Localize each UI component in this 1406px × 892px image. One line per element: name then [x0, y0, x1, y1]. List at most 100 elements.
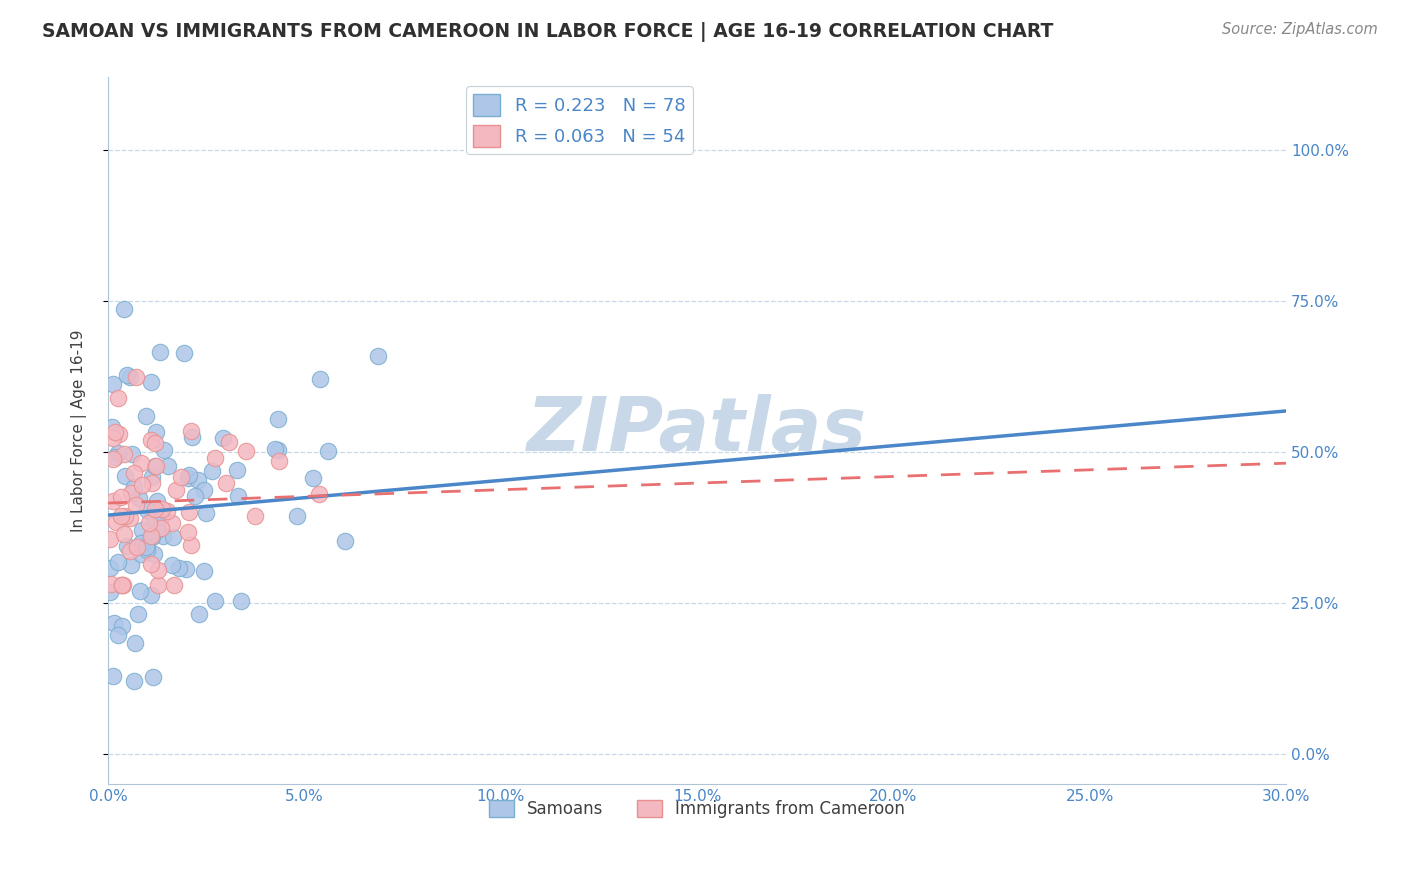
Point — [149, 521, 172, 535]
Point — [145, 425, 167, 440]
Point — [100, 577, 122, 591]
Point — [121, 447, 143, 461]
Point — [122, 467, 145, 481]
Point — [129, 583, 152, 598]
Point — [98, 532, 121, 546]
Point — [264, 442, 287, 456]
Point — [160, 558, 183, 573]
Point — [122, 480, 145, 494]
Point — [138, 516, 160, 530]
Point — [167, 560, 190, 574]
Point — [129, 536, 152, 550]
Point — [103, 377, 125, 392]
Point — [149, 510, 172, 524]
Point — [135, 540, 157, 554]
Point — [103, 452, 125, 467]
Point — [143, 458, 166, 473]
Point — [267, 412, 290, 426]
Point — [120, 511, 142, 525]
Point — [285, 509, 308, 524]
Point — [316, 444, 339, 458]
Point — [104, 515, 127, 529]
Point — [122, 674, 145, 689]
Point — [162, 529, 184, 543]
Point — [120, 558, 142, 572]
Point — [104, 450, 127, 464]
Point — [131, 523, 153, 537]
Point — [163, 577, 186, 591]
Point — [204, 451, 226, 466]
Point — [112, 527, 135, 541]
Point — [165, 483, 187, 497]
Point — [139, 558, 162, 572]
Point — [174, 562, 197, 576]
Point — [110, 509, 132, 524]
Point — [141, 470, 163, 484]
Point — [103, 615, 125, 630]
Point — [169, 469, 191, 483]
Point — [107, 446, 129, 460]
Point — [141, 476, 163, 491]
Point — [226, 489, 249, 503]
Point — [139, 434, 162, 448]
Point — [124, 636, 146, 650]
Point — [146, 494, 169, 508]
Point — [110, 490, 132, 504]
Point — [111, 618, 134, 632]
Point — [193, 564, 215, 578]
Point — [218, 435, 240, 450]
Point — [139, 375, 162, 389]
Point — [157, 458, 180, 473]
Point — [149, 505, 172, 519]
Text: ZIPatlas: ZIPatlas — [527, 394, 868, 467]
Point — [200, 463, 222, 477]
Point — [177, 471, 200, 485]
Point — [179, 468, 201, 483]
Point — [308, 486, 330, 500]
Point — [107, 555, 129, 569]
Point — [108, 427, 131, 442]
Point — [142, 670, 165, 684]
Point — [180, 424, 202, 438]
Point — [152, 529, 174, 543]
Point — [367, 349, 389, 363]
Point — [107, 391, 129, 405]
Point — [177, 524, 200, 539]
Point — [235, 443, 257, 458]
Point — [101, 668, 124, 682]
Point — [120, 486, 142, 500]
Point — [103, 430, 125, 444]
Point — [112, 577, 135, 591]
Point — [173, 346, 195, 360]
Point — [136, 543, 159, 558]
Point — [231, 594, 253, 608]
Point — [146, 577, 169, 591]
Point — [152, 501, 174, 516]
Point — [142, 547, 165, 561]
Point — [125, 370, 148, 384]
Point — [112, 446, 135, 460]
Point — [129, 457, 152, 471]
Point — [131, 477, 153, 491]
Point — [204, 593, 226, 607]
Point — [141, 530, 163, 544]
Point — [177, 505, 200, 519]
Point — [184, 489, 207, 503]
Point — [120, 370, 142, 384]
Point — [101, 494, 124, 508]
Point — [118, 544, 141, 558]
Text: Source: ZipAtlas.com: Source: ZipAtlas.com — [1222, 22, 1378, 37]
Point — [142, 509, 165, 524]
Point — [195, 506, 218, 520]
Point — [135, 409, 157, 424]
Point — [148, 563, 170, 577]
Point — [162, 516, 184, 530]
Point — [98, 561, 121, 575]
Point — [243, 509, 266, 524]
Text: SAMOAN VS IMMIGRANTS FROM CAMEROON IN LABOR FORCE | AGE 16-19 CORRELATION CHART: SAMOAN VS IMMIGRANTS FROM CAMEROON IN LA… — [42, 22, 1053, 42]
Point — [212, 431, 235, 445]
Point — [145, 458, 167, 473]
Point — [309, 372, 332, 386]
Point — [138, 532, 160, 546]
Point — [115, 539, 138, 553]
